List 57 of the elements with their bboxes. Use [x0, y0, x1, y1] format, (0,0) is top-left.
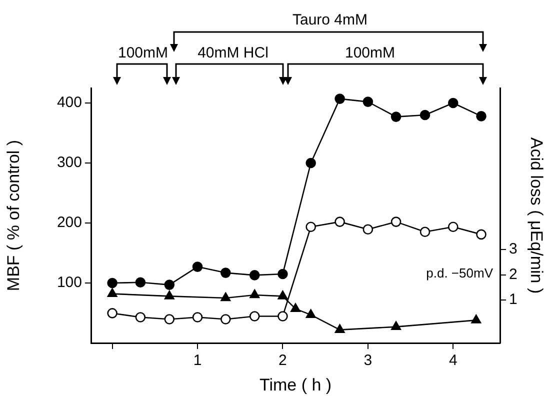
- y-tick-label: 100: [56, 274, 82, 292]
- text: 100mM: [344, 44, 396, 62]
- point: [306, 222, 316, 232]
- point: [362, 96, 374, 107]
- point: [334, 324, 345, 333]
- point: [334, 216, 345, 227]
- annotation: p.d. −50mV: [426, 266, 493, 280]
- point: [476, 229, 486, 240]
- point: [306, 309, 316, 318]
- point: [220, 314, 231, 324]
- x-axis-title: Time ( h ): [259, 375, 332, 394]
- point: [220, 292, 231, 302]
- point: [164, 314, 175, 324]
- point: [164, 290, 174, 300]
- point: [362, 224, 374, 235]
- point: [278, 268, 288, 280]
- point: [249, 270, 260, 280]
- point: [390, 112, 402, 122]
- x-tick-label: 2: [278, 352, 287, 370]
- point: [448, 222, 458, 232]
- point: [290, 303, 300, 312]
- x-tick-label: 1: [193, 352, 202, 370]
- y-axis-title: MBF ( % of control ): [4, 140, 23, 292]
- point: [448, 98, 458, 108]
- y-tick-label: 200: [56, 214, 82, 232]
- point: [249, 311, 260, 322]
- point: [471, 314, 482, 324]
- point: [107, 288, 118, 297]
- point: [278, 311, 288, 322]
- point: [164, 280, 175, 290]
- x-tick-label: 3: [364, 352, 372, 370]
- x-tick-label: 4: [448, 352, 458, 370]
- point: [135, 312, 146, 322]
- y2-tick-label: 2: [509, 266, 518, 283]
- text: 100mM: [118, 44, 168, 62]
- y2-tick-label: 1: [509, 291, 518, 308]
- point: [391, 321, 402, 330]
- point: [192, 262, 203, 272]
- point: [107, 308, 118, 318]
- point: [306, 158, 316, 168]
- point: [220, 268, 231, 278]
- text: Tauro 4mM: [292, 12, 368, 28]
- y2-axis-title: Acid loss ( μEq/min ): [527, 137, 546, 294]
- point: [476, 111, 486, 122]
- point: [420, 110, 430, 120]
- point: [278, 290, 288, 300]
- text: 40mM HCl: [198, 44, 268, 62]
- y2-tick-label: 3: [509, 240, 518, 258]
- y-tick-label: 300: [56, 154, 82, 172]
- y-tick-label: 400: [56, 94, 82, 112]
- point: [334, 94, 345, 104]
- point: [390, 216, 402, 227]
- point: [135, 277, 146, 288]
- point: [250, 289, 260, 298]
- point: [107, 278, 118, 288]
- point: [192, 312, 203, 322]
- point: [420, 226, 430, 238]
